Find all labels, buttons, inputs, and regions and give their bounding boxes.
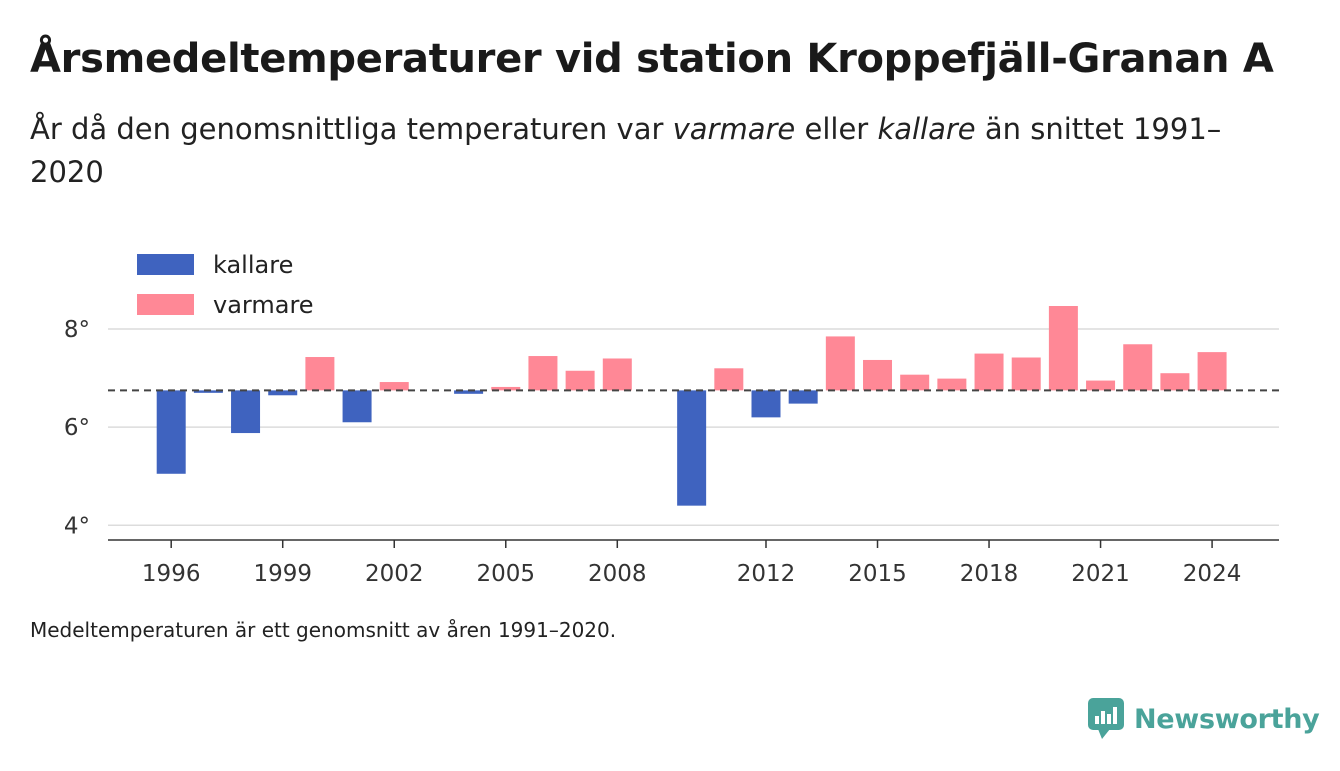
subtitle-text-2: eller xyxy=(795,112,878,146)
bars xyxy=(156,306,1227,506)
bar-2019 xyxy=(1011,357,1041,391)
bar-2021 xyxy=(1086,380,1116,391)
y-tick-label: 8° xyxy=(64,317,90,343)
bar-2020 xyxy=(1048,306,1078,391)
legend-swatch-varmare xyxy=(137,294,194,315)
bar-1996 xyxy=(156,390,186,474)
x-tick-label: 2021 xyxy=(1071,561,1130,587)
x-tick-label: 1996 xyxy=(142,561,201,587)
bar-2000 xyxy=(305,357,335,391)
chart-subtitle: År då den genomsnittliga temperaturen va… xyxy=(30,108,1230,194)
bar-2007 xyxy=(565,370,595,391)
x-tick-label: 2024 xyxy=(1183,561,1242,587)
x-tick-label: 2008 xyxy=(588,561,647,587)
bar-2011 xyxy=(714,368,744,391)
bar-2012 xyxy=(751,390,781,418)
x-tick-label: 2005 xyxy=(476,561,535,587)
temperature-bar-chart: 1996 1999 2002 2005 2008 2012 2015 2018 2021 2024… xyxy=(64,251,1279,587)
newsworthy-logo-icon xyxy=(1088,698,1124,739)
bar-2001 xyxy=(342,390,372,423)
subtitle-emphasis-warmer: varmare xyxy=(672,112,796,146)
bar-2017 xyxy=(937,378,967,391)
bar-2014 xyxy=(825,336,855,391)
bar-1999 xyxy=(268,390,298,396)
subtitle-text-1: År då den genomsnittliga temperaturen va… xyxy=(30,112,673,146)
legend-label-kallare: kallare xyxy=(213,251,293,279)
legend-swatch-kallare xyxy=(137,254,194,275)
x-tick-label: 2012 xyxy=(737,561,796,587)
bar-2023 xyxy=(1160,373,1190,391)
legend: kallare varmare xyxy=(137,251,314,319)
bar-2010 xyxy=(677,390,707,506)
subtitle-text-3: än snittet 1991–2020 xyxy=(30,112,1222,189)
y-tick-label: 4° xyxy=(64,513,90,539)
y-axis-ticks: 4° 6° 8° xyxy=(64,317,90,539)
bar-2013 xyxy=(788,390,818,404)
bar-2002 xyxy=(379,382,409,391)
x-tick-label: 2015 xyxy=(848,561,907,587)
subtitle-emphasis-colder: kallare xyxy=(877,112,976,146)
bar-2018 xyxy=(974,353,1004,391)
legend-label-varmare: varmare xyxy=(213,291,314,319)
x-tick-label: 2018 xyxy=(960,561,1019,587)
bar-2004 xyxy=(454,390,484,394)
x-axis-ticks: 1996 1999 2002 2005 2008 2012 2015 2018 2021 2024 xyxy=(142,540,1241,587)
chart-title: Årsmedeltemperaturer vid station Kroppef… xyxy=(30,36,1274,82)
bar-2008 xyxy=(602,358,632,391)
bar-2016 xyxy=(900,374,930,391)
bar-1998 xyxy=(231,390,261,434)
bar-2015 xyxy=(863,359,893,391)
footnote: Medeltemperaturen är ett genomsnitt av å… xyxy=(30,618,617,642)
x-tick-label: 2002 xyxy=(365,561,424,587)
bar-2006 xyxy=(528,356,558,391)
y-tick-label: 6° xyxy=(64,415,90,441)
bar-2024 xyxy=(1197,352,1227,391)
brand-logo[interactable]: Newsworthy xyxy=(1088,698,1320,740)
bar-2022 xyxy=(1123,344,1153,391)
bar-1997 xyxy=(193,390,223,393)
bar-2005 xyxy=(491,386,521,391)
x-tick-label: 1999 xyxy=(253,561,312,587)
brand-name: Newsworthy xyxy=(1134,703,1320,735)
